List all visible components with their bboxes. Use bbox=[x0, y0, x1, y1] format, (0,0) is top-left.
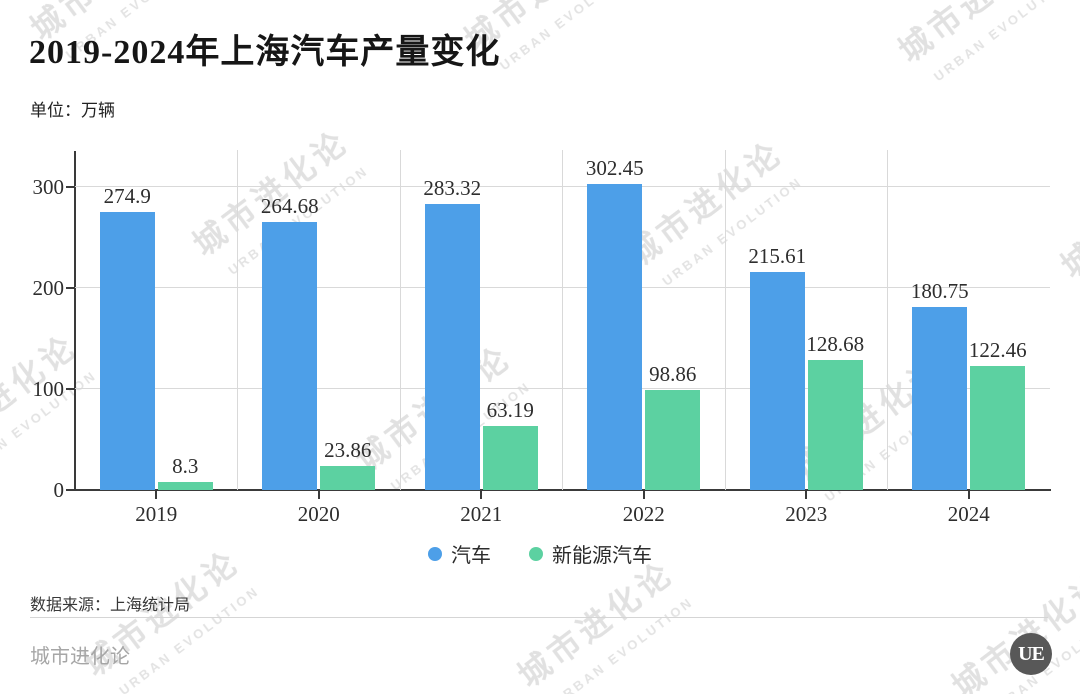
value-label: 8.3 bbox=[172, 454, 199, 478]
bar-新能源汽车-2023 bbox=[807, 360, 863, 490]
legend-label-nev: 新能源汽车 bbox=[552, 545, 652, 567]
x-tick-mark bbox=[155, 490, 158, 499]
bar-新能源汽车-2024 bbox=[970, 366, 1026, 490]
v-gridline bbox=[562, 150, 563, 490]
bar-汽车-2020 bbox=[262, 222, 318, 490]
bar-汽车-2024 bbox=[912, 307, 968, 490]
unit-label: 单位：万辆 bbox=[30, 101, 115, 120]
v-gridline bbox=[399, 150, 401, 490]
value-label: 274.9 bbox=[103, 184, 151, 208]
value-label: 264.68 bbox=[260, 194, 319, 218]
bar-新能源汽车-2019 bbox=[157, 482, 213, 490]
footer-divider bbox=[30, 617, 1048, 618]
x-tick-label: 2019 bbox=[135, 502, 178, 526]
source-label: 数据来源：上海统计局 bbox=[30, 597, 191, 614]
v-gridline bbox=[887, 150, 888, 490]
ue-logo-text: UE bbox=[1018, 642, 1045, 665]
brand-label: 城市进化论 bbox=[30, 646, 130, 668]
y-axis-line bbox=[74, 151, 76, 490]
value-label: 128.68 bbox=[806, 332, 865, 356]
page-title: 2019-2024年上海汽车产量变化 bbox=[29, 34, 501, 71]
x-tick-mark bbox=[317, 490, 320, 499]
value-label: 283.32 bbox=[423, 176, 482, 200]
value-label: 63.19 bbox=[486, 398, 534, 422]
y-tick-label: 0 bbox=[53, 478, 65, 502]
bar-汽车-2023 bbox=[749, 272, 805, 490]
x-tick-mark bbox=[480, 490, 483, 499]
bar-新能源汽车-2021 bbox=[482, 426, 538, 490]
bar-新能源汽车-2022 bbox=[645, 390, 701, 490]
y-tick-mark bbox=[66, 286, 74, 289]
h-gridline bbox=[75, 388, 1050, 390]
x-tick-mark bbox=[805, 490, 808, 499]
ue-logo: UE bbox=[1010, 633, 1052, 675]
legend-item-nev: 新能源汽车 bbox=[529, 539, 652, 568]
legend-swatch-0 bbox=[428, 546, 442, 561]
y-tick-label: 300 bbox=[32, 174, 65, 199]
x-tick-mark bbox=[967, 490, 970, 499]
x-tick-label: 2020 bbox=[297, 502, 340, 526]
value-label: 180.75 bbox=[910, 279, 969, 303]
bar-汽车-2021 bbox=[424, 204, 480, 490]
value-label: 215.61 bbox=[748, 244, 807, 268]
x-axis-line bbox=[74, 489, 1051, 491]
y-tick-mark bbox=[66, 489, 74, 491]
value-label: 98.86 bbox=[649, 362, 697, 386]
legend-swatch-1 bbox=[529, 546, 543, 561]
legend-label-autos: 汽车 bbox=[451, 545, 491, 567]
y-tick-label: 200 bbox=[32, 275, 65, 300]
value-label: 302.45 bbox=[585, 156, 644, 180]
x-tick-label: 2022 bbox=[622, 502, 665, 526]
x-tick-label: 2024 bbox=[947, 502, 990, 526]
y-tick-label: 100 bbox=[32, 376, 65, 401]
v-gridline bbox=[237, 150, 238, 490]
h-gridline bbox=[75, 186, 1050, 188]
x-tick-label: 2021 bbox=[460, 502, 503, 526]
legend: 汽车 新能源汽车 bbox=[0, 539, 1080, 568]
x-tick-label: 2023 bbox=[785, 502, 828, 526]
bar-新能源汽车-2020 bbox=[320, 466, 376, 490]
v-gridline bbox=[724, 150, 726, 490]
h-gridline bbox=[75, 287, 1050, 289]
value-label: 23.86 bbox=[324, 438, 372, 462]
x-tick-mark bbox=[642, 490, 645, 499]
bar-汽车-2022 bbox=[587, 184, 643, 490]
y-tick-mark bbox=[66, 185, 74, 188]
value-label: 122.46 bbox=[968, 338, 1027, 362]
legend-item-autos: 汽车 bbox=[428, 539, 491, 568]
bar-汽车-2019 bbox=[99, 212, 155, 490]
y-tick-mark bbox=[66, 387, 74, 390]
